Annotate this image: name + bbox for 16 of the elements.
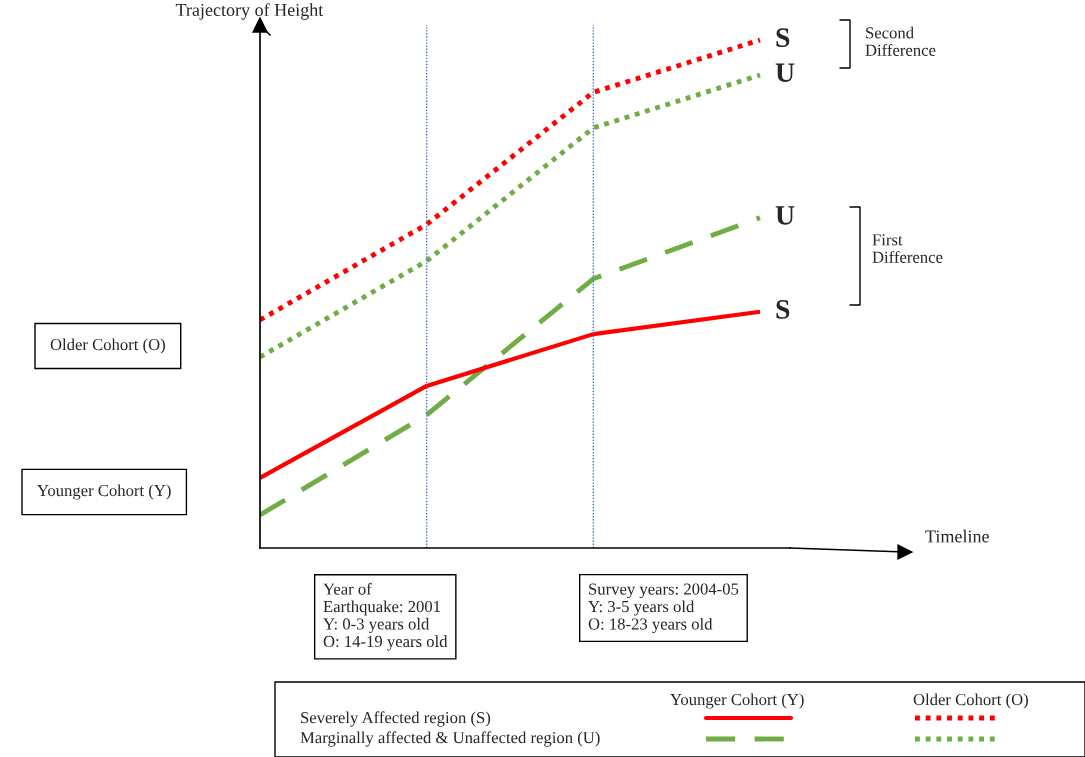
text: Survey years: 2004-05 Y: 3-5 years old O: 18-23 years old [588,583,739,634]
text: Older Cohort (O) [50,338,165,354]
text: Year of Earthquake: 2001 Y: 0-3 years old O: 14-19 years old [323,582,448,651]
text: Timeline [925,529,989,543]
series-label: U [775,63,795,82]
series-label: U [775,206,795,225]
text: Younger Cohort (Y) [670,693,804,709]
text: Older Cohort (O) [913,693,1028,709]
text: Marginally affected & Unaffected region (U) [300,731,600,747]
text: Second Difference [865,26,936,56]
text: Younger Cohort (Y) [37,484,171,500]
y-axis-title: Trajectory of Height [175,3,324,20]
series-label: S [776,300,790,319]
series-label: S [776,28,790,47]
text: First Difference [872,234,943,263]
text: Severely Affected region (S) [301,711,491,727]
